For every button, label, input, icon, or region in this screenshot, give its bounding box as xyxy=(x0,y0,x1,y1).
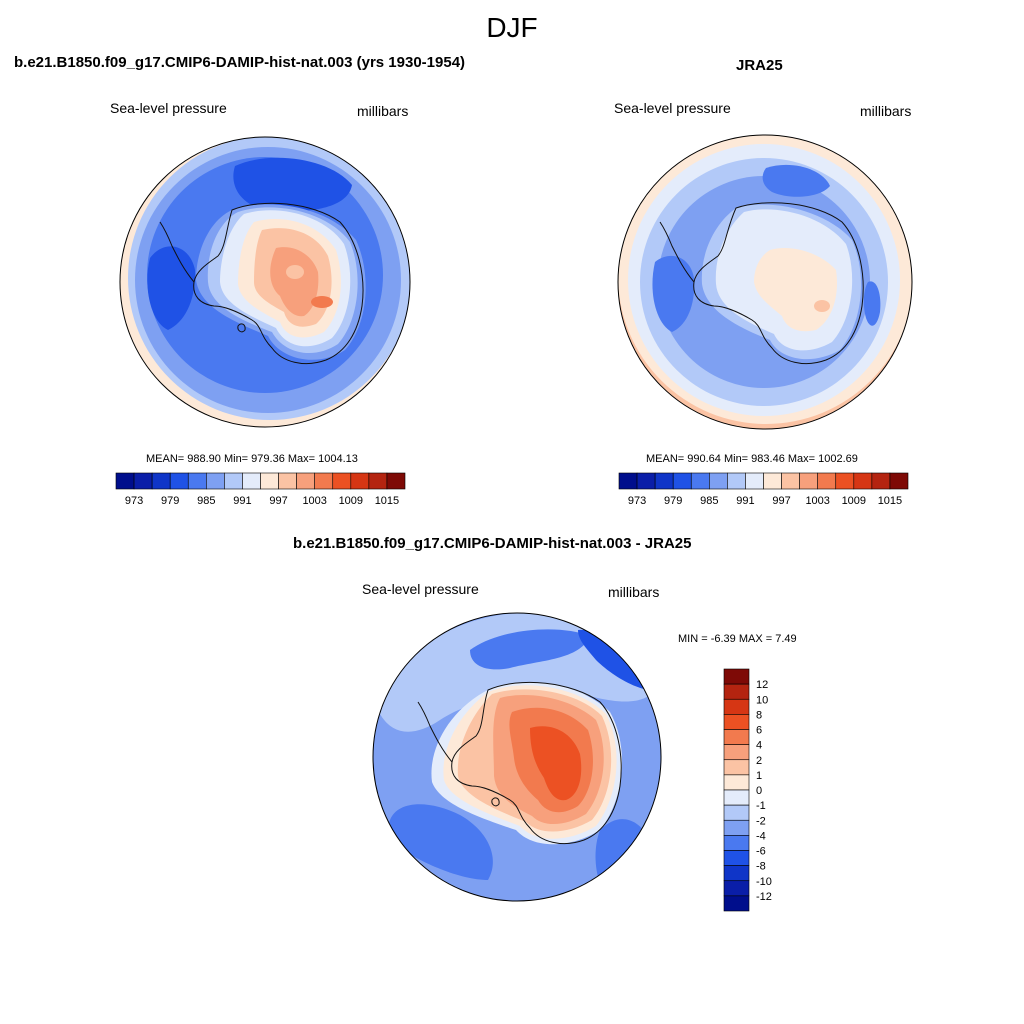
colorbar-diff-swatch xyxy=(723,850,750,866)
colorbar-diff-tick-label: -12 xyxy=(756,891,772,903)
colorbar-model-tick-label: 973 xyxy=(125,495,143,507)
colorbar-obs-swatch xyxy=(871,472,891,490)
map-obs xyxy=(617,134,913,430)
colorbar-obs-tick-label: 1015 xyxy=(878,495,902,507)
colorbar-diff-tick-label: -8 xyxy=(756,861,766,873)
colorbar-obs-swatch xyxy=(763,472,782,490)
colorbar-model-swatch xyxy=(296,472,315,490)
colorbar-obs-tick-label: 997 xyxy=(772,495,790,507)
colorbar-model-tick-label: 997 xyxy=(269,495,287,507)
colorbar-obs-swatch xyxy=(817,472,837,490)
colorbar-diff-tick-label: 6 xyxy=(756,725,762,737)
colorbar-diff-swatch xyxy=(723,880,750,897)
variable-label-obs: Sea-level pressure xyxy=(614,100,731,116)
colorbar-diff-swatch xyxy=(723,729,750,745)
stats-diff: MIN = -6.39 MAX = 7.49 xyxy=(678,633,797,645)
colorbar-model-tick-label: 1015 xyxy=(375,495,399,507)
colorbar-diff-tick-label: -2 xyxy=(756,815,766,827)
colorbar-obs-tick-label: 1009 xyxy=(842,495,866,507)
colorbar-diff-tick-label: 4 xyxy=(756,740,762,752)
variable-label-model: Sea-level pressure xyxy=(110,100,227,116)
colorbar-diff-swatch xyxy=(723,668,750,685)
colorbar-obs: 973 979 985 991 997 1003 1009 1015 xyxy=(618,472,909,507)
colorbar-diff-swatch xyxy=(723,819,750,836)
colorbar-diff-tick-label: 2 xyxy=(756,755,762,767)
colorbar-model-swatch xyxy=(169,472,189,490)
colorbar-obs-swatch xyxy=(636,472,656,490)
colorbar-obs-swatch xyxy=(781,472,800,490)
variable-label-diff: Sea-level pressure xyxy=(362,581,479,597)
colorbar-model-tick-label: 985 xyxy=(197,495,215,507)
colorbar-obs-swatch xyxy=(799,472,818,490)
colorbar-diff-swatch xyxy=(723,683,750,700)
colorbar-diff-swatch xyxy=(723,804,750,821)
colorbar-diff-swatch xyxy=(723,895,750,912)
units-label-model: millibars xyxy=(357,103,409,119)
colorbar-obs-swatch xyxy=(889,472,909,490)
panel-title-model: b.e21.B1850.f09_g17.CMIP6-DAMIP-hist-nat… xyxy=(14,54,466,71)
colorbar-model-swatch xyxy=(242,472,261,490)
colorbar-model-swatch xyxy=(314,472,334,490)
colorbar-model-swatch xyxy=(332,472,352,490)
colorbar-obs-swatch xyxy=(690,472,710,490)
colorbar-model-tick-label: 1003 xyxy=(302,495,326,507)
colorbar-obs-swatch xyxy=(709,472,728,490)
colorbar-model-tick-label: 991 xyxy=(233,495,251,507)
stats-obs: MEAN= 990.64 Min= 983.46 Max= 1002.69 xyxy=(646,453,858,465)
colorbar-obs-tick-label: 973 xyxy=(628,495,646,507)
panel-title-obs: JRA25 xyxy=(736,57,783,74)
colorbar-diff-swatch xyxy=(723,789,750,806)
colorbar-diff-tick-label: -4 xyxy=(756,830,766,842)
colorbar-model-swatch xyxy=(386,472,406,490)
colorbar-diff-swatch xyxy=(723,759,750,776)
colorbar-diff-tick-label: 1 xyxy=(756,770,762,782)
colorbar-obs-swatch xyxy=(654,472,674,490)
colorbar-obs-tick-label: 991 xyxy=(736,495,754,507)
colorbar-model-swatch xyxy=(133,472,153,490)
colorbar-model: 973 979 985 991 997 1003 1009 1015 xyxy=(115,472,406,507)
figure-title: DJF xyxy=(486,12,538,43)
colorbar-diff-swatch xyxy=(723,714,750,730)
colorbar-diff-swatch xyxy=(723,774,750,791)
colorbar-diff-tick-label: 8 xyxy=(756,709,762,721)
colorbar-obs-swatch xyxy=(835,472,855,490)
colorbar-diff-tick-label: 12 xyxy=(756,679,768,691)
units-label-obs: millibars xyxy=(860,103,912,119)
colorbar-diff-tick-label: -1 xyxy=(756,800,766,812)
colorbar-diff-tick-label: 0 xyxy=(756,785,762,797)
colorbar-diff-swatch xyxy=(723,698,750,715)
colorbar-diff-swatch xyxy=(723,865,750,882)
colorbar-model-swatch xyxy=(350,472,370,490)
colorbar-diff-tick-label: -10 xyxy=(756,876,772,888)
units-label-diff: millibars xyxy=(608,584,660,600)
colorbar-obs-swatch xyxy=(618,472,638,490)
colorbar-obs-swatch xyxy=(853,472,873,490)
colorbar-obs-swatch xyxy=(672,472,692,490)
colorbar-diff-swatch xyxy=(723,744,750,761)
colorbar-model-swatch xyxy=(368,472,388,490)
map-model xyxy=(119,136,411,428)
colorbar-model-swatch xyxy=(278,472,297,490)
colorbar-obs-tick-label: 985 xyxy=(700,495,718,507)
colorbar-model-swatch xyxy=(224,472,243,490)
panel-title-diff: b.e21.B1850.f09_g17.CMIP6-DAMIP-hist-nat… xyxy=(293,535,692,552)
colorbar-model-swatch xyxy=(260,472,279,490)
map-diff xyxy=(372,612,662,902)
colorbar-model-swatch xyxy=(187,472,207,490)
colorbar-model-swatch xyxy=(115,472,135,490)
colorbar-model-swatch xyxy=(206,472,225,490)
colorbar-obs-swatch xyxy=(745,472,764,490)
colorbar-obs-swatch xyxy=(727,472,746,490)
colorbar-obs-tick-label: 979 xyxy=(664,495,682,507)
colorbar-model-swatch xyxy=(151,472,171,490)
colorbar-model-tick-label: 1009 xyxy=(339,495,363,507)
colorbar-diff-swatch xyxy=(723,835,750,851)
colorbar-obs-tick-label: 1003 xyxy=(805,495,829,507)
colorbar-model-tick-label: 979 xyxy=(161,495,179,507)
colorbar-diff-tick-label: 10 xyxy=(756,694,768,706)
stats-model: MEAN= 988.90 Min= 979.36 Max= 1004.13 xyxy=(146,453,358,465)
colorbar-diff-tick-label: -6 xyxy=(756,846,766,858)
